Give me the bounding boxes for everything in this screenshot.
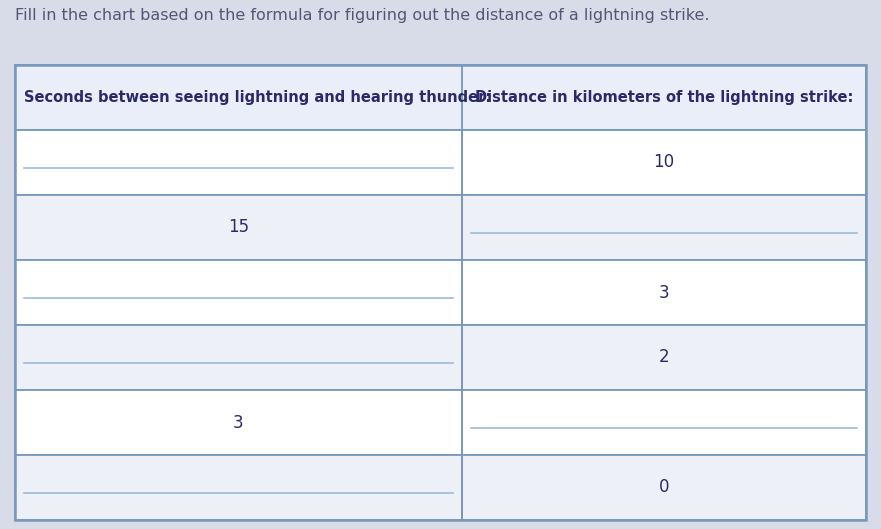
Text: 3: 3: [233, 414, 244, 432]
Text: Seconds between seeing lightning and hearing thunder:: Seconds between seeing lightning and hea…: [24, 90, 491, 105]
Text: 2: 2: [659, 349, 670, 367]
Text: 15: 15: [228, 218, 249, 236]
Text: Distance in kilometers of the lightning strike:: Distance in kilometers of the lightning …: [475, 90, 853, 105]
Text: 10: 10: [654, 153, 675, 171]
Text: 0: 0: [659, 479, 670, 497]
Text: 3: 3: [659, 284, 670, 302]
Text: Fill in the chart based on the formula for figuring out the distance of a lightn: Fill in the chart based on the formula f…: [15, 8, 709, 23]
